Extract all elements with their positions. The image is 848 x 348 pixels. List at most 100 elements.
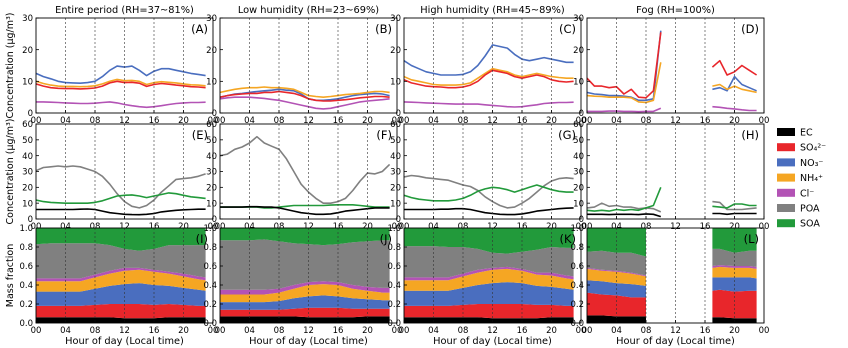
area-L-Cl-seg1 — [587, 267, 646, 277]
ytick-label-G: 50 — [390, 136, 401, 146]
ytick-label-D: 10 — [573, 78, 584, 88]
line-A-NH4 — [36, 78, 206, 88]
line-C-NO3 — [404, 44, 574, 76]
ytick-label-J: 1.0 — [203, 224, 217, 234]
xtick-label-I: 16 — [149, 326, 160, 336]
area-K-EC — [404, 317, 574, 323]
xtick-label-K: 00 — [576, 326, 587, 336]
xtick-label-J: 12 — [303, 326, 314, 336]
y-axis-label: Mass fraction — [5, 244, 16, 307]
line-G-EC — [404, 207, 574, 216]
ytick-label-D: 30 — [573, 14, 584, 24]
xtick-label-E: 00 — [208, 222, 219, 232]
ytick-label-E: 50 — [22, 136, 33, 146]
area-I-POA — [36, 243, 206, 279]
ytick-label-H: 60 — [573, 120, 584, 130]
xtick-label-G: 00 — [576, 222, 587, 232]
xtick-label-D: 00 — [759, 116, 770, 126]
ytick-label-C: 30 — [390, 14, 401, 24]
xtick-label-E: 20 — [178, 222, 189, 232]
ytick-label-H: 30 — [573, 168, 584, 178]
xtick-label-K: 20 — [546, 326, 557, 336]
ytick-label-L: 0.8 — [570, 243, 584, 253]
xtick-label-D: 20 — [729, 116, 740, 126]
ytick-label-H: 20 — [573, 184, 584, 194]
line-C-NH4 — [404, 67, 574, 86]
area-L-POA-seg1 — [587, 250, 646, 276]
panel-label-H: (H) — [741, 128, 759, 142]
line-A-NO3 — [36, 65, 206, 84]
xtick-label-E: 04 — [60, 222, 71, 232]
line-A-Cl — [36, 101, 206, 109]
xtick-label-H: 20 — [729, 222, 740, 232]
x-axis-label: Hour of day (Local time) — [616, 336, 735, 347]
xtick-label-K: 08 — [458, 326, 469, 336]
ytick-label-A: 10 — [22, 78, 33, 88]
legend-label-EC: EC — [800, 128, 813, 139]
xtick-label-D: 08 — [641, 116, 652, 126]
xtick-label-I: 00 — [31, 326, 42, 336]
y-axis-label: Concentration (μg/m³) — [5, 119, 16, 225]
area-J-Cl — [220, 281, 390, 295]
area-L-EC-seg1 — [587, 315, 646, 323]
ytick-label-L: 0.2 — [570, 300, 584, 310]
area-I-Cl — [36, 267, 206, 282]
area-K-NH4 — [404, 268, 574, 291]
xtick-label-J: 08 — [274, 326, 285, 336]
ytick-label-K: 1.0 — [387, 224, 401, 234]
area-I-NH4 — [36, 269, 206, 292]
xtick-label-A: 20 — [178, 116, 189, 126]
line-D-NO3 — [587, 30, 757, 102]
panel-label-L: (L) — [744, 232, 759, 246]
line-H-EC — [587, 212, 757, 218]
legend-swatch-NH4 — [777, 173, 795, 182]
ytick-label-F: 60 — [206, 120, 217, 130]
xtick-label-L: 20 — [729, 326, 740, 336]
xtick-label-C: 04 — [428, 116, 439, 126]
x-axis-label: Hour of day (Local time) — [249, 336, 368, 347]
xtick-label-A: 04 — [60, 116, 71, 126]
ytick-label-D: 0 — [579, 109, 584, 119]
xtick-label-B: 00 — [392, 116, 403, 126]
panel-title: Entire period (RH=37~81%) — [55, 5, 194, 16]
xtick-label-K: 00 — [399, 326, 410, 336]
xtick-label-A: 12 — [119, 116, 130, 126]
xtick-label-F: 04 — [244, 222, 255, 232]
ytick-label-G: 10 — [390, 199, 401, 209]
y-axis-label: Concentration (μg/m³) — [5, 13, 16, 119]
xtick-label-G: 16 — [517, 222, 528, 232]
legend-label-NO3: NO₃⁻ — [800, 158, 823, 169]
panel-label-J: (J) — [380, 232, 392, 246]
x-axis-label: Hour of day (Local time) — [65, 336, 184, 347]
area-I-NO3 — [36, 283, 206, 306]
xtick-label-B: 12 — [303, 116, 314, 126]
panel-title: High humidity (RH=45~89%) — [420, 5, 565, 16]
area-K-SOA — [404, 228, 574, 254]
xtick-label-E: 08 — [90, 222, 101, 232]
panel-label-G: (G) — [558, 128, 576, 142]
legend-swatch-Cl — [777, 188, 795, 197]
xtick-label-A: 00 — [208, 116, 219, 126]
xtick-label-C: 20 — [546, 116, 557, 126]
ytick-label-A: 30 — [22, 14, 33, 24]
panel-label-I: (I) — [196, 232, 208, 246]
area-I-SOA — [36, 228, 206, 251]
ytick-label-G: 60 — [390, 120, 401, 130]
xtick-label-C: 00 — [399, 116, 410, 126]
xtick-label-J: 04 — [244, 326, 255, 336]
ytick-label-I: 1.0 — [19, 224, 33, 234]
xtick-label-I: 04 — [60, 326, 71, 336]
panel-label-B: (B) — [375, 22, 392, 36]
xtick-label-C: 08 — [458, 116, 469, 126]
ytick-label-I: 0.2 — [19, 300, 33, 310]
ytick-label-L: 0.4 — [570, 281, 584, 291]
legend-label-NH4: NH₄⁺ — [800, 173, 823, 184]
xtick-label-G: 04 — [428, 222, 439, 232]
line-E-EC — [36, 208, 206, 216]
line-E-POA — [36, 165, 206, 209]
area-K-SO4 — [404, 304, 574, 319]
xtick-label-D: 16 — [700, 116, 711, 126]
area-K-NO3 — [404, 282, 574, 306]
legend-swatch-SOA — [777, 219, 795, 228]
ytick-label-J: 0.4 — [203, 281, 217, 291]
